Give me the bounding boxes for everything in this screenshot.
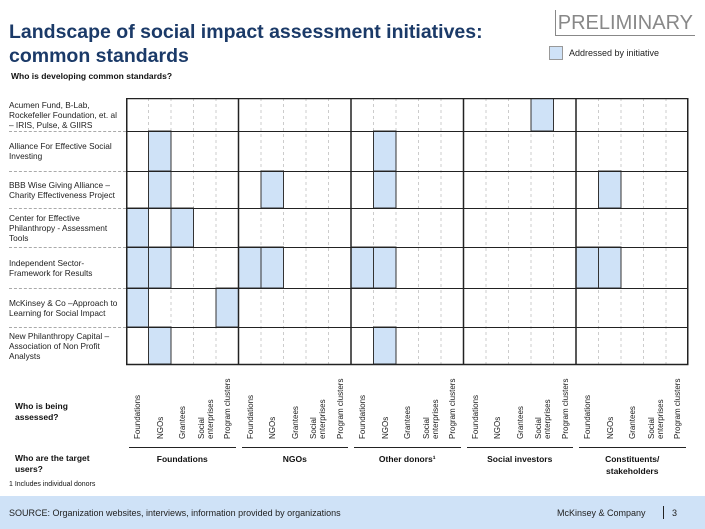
column-label: NGOs [605,416,615,439]
column-label: Program clusters [448,378,457,439]
filled-cell [126,207,149,248]
title-line-1: Landscape of social impact assessment in… [9,21,483,43]
row-label: BBB Wise Giving Alliance – Charity Effec… [9,179,115,200]
column-label: Social enterprises [421,399,440,439]
group-label: Foundations [156,454,208,464]
source-note: SOURCE: Organization websites, interview… [9,508,341,518]
filled-cell [598,246,622,289]
group-underline [579,447,686,448]
group-label: Constituents/ stakeholders [605,454,660,476]
row-label: McKinsey & Co –Approach to Learning for … [9,297,118,318]
filled-cell [126,246,149,289]
filled-cell [148,326,172,365]
filled-cell [373,130,397,172]
filled-cell [373,170,397,209]
group-underline [466,447,573,448]
filled-cell [148,170,172,209]
title-line-2: common standards [9,45,189,67]
column-label: Program clusters [335,378,345,439]
column-label: Program clusters [223,378,232,439]
row-label: Acumen Fund, B-Lab, Rockefeller Foundati… [9,99,117,130]
column-label: Program clusters [673,378,682,439]
row-label: Independent Sector- Framework for Result… [9,257,93,278]
row-separator [9,288,126,289]
row-separator [9,208,126,209]
legend: Addressed by initiative [549,46,659,60]
filled-cell [148,246,172,289]
column-label: Grantees [515,406,525,439]
group-underline [241,447,348,448]
coverage-grid [126,98,689,366]
column-label: Foundations [133,394,142,439]
column-label: Grantees [178,406,187,439]
assessed-axis-label: Who is being assessed? [15,401,68,422]
row-label: New Philanthropy Capital – Association o… [9,330,110,361]
row-label: Center for Effective Philanthropy - Asse… [9,212,108,243]
row-separator [9,131,126,132]
users-axis-label: Who are the target users? [15,453,90,474]
filled-cell [373,326,397,365]
row-separator [9,247,126,248]
column-label: Foundations [245,394,255,439]
filled-cell [238,246,262,289]
group-label: NGOs [282,454,307,464]
row-separator [9,327,126,328]
footer-bar: SOURCE: Organization websites, interview… [0,496,705,529]
column-label: Social enterprises [309,399,327,439]
column-label: NGOs [493,416,502,439]
column-label: Social enterprises [534,399,552,439]
preliminary-stamp: PRELIMINARY [555,10,695,36]
page-divider [663,506,664,519]
section-subtitle: Who is developing common standards? [11,71,173,81]
column-label: Grantees [290,406,300,439]
column-label: Social enterprises [196,399,215,439]
row-label: Alliance For Effective Social Investing [9,141,112,161]
legend-label: Addressed by initiative [569,48,660,58]
column-label: NGOs [155,416,165,439]
column-label: Program clusters [560,378,570,439]
column-label: Foundations [583,394,592,439]
row-separator [9,171,126,172]
column-label: Foundations [470,394,480,439]
filled-cell [126,287,149,328]
group-underline [129,447,236,448]
page-title: Landscape of social impact assessment in… [9,20,483,68]
column-label: Grantees [628,406,637,439]
column-label: NGOs [380,416,390,439]
filled-cell [350,246,374,289]
column-label: Social enterprises [646,399,665,439]
filled-cell [373,246,397,289]
filled-cell [260,246,284,289]
column-label: NGOs [268,416,277,439]
group-underline [354,447,461,448]
filled-cell [170,207,194,248]
footnote: 1 Includes individual donors [9,481,96,488]
column-label: Foundations [358,394,367,439]
filled-cell [148,130,172,172]
filled-cell [215,287,239,328]
column-label: Grantees [403,406,412,439]
page-number: 3 [672,508,678,518]
group-label: Social investors [487,454,553,464]
filled-cell [260,170,284,209]
filled-cell [530,98,554,132]
legend-swatch-icon [549,46,563,60]
filled-cell [598,170,622,209]
group-label: Other donors¹ [378,454,436,464]
filled-cell [575,246,599,289]
company-name: McKinsey & Company [557,508,646,518]
